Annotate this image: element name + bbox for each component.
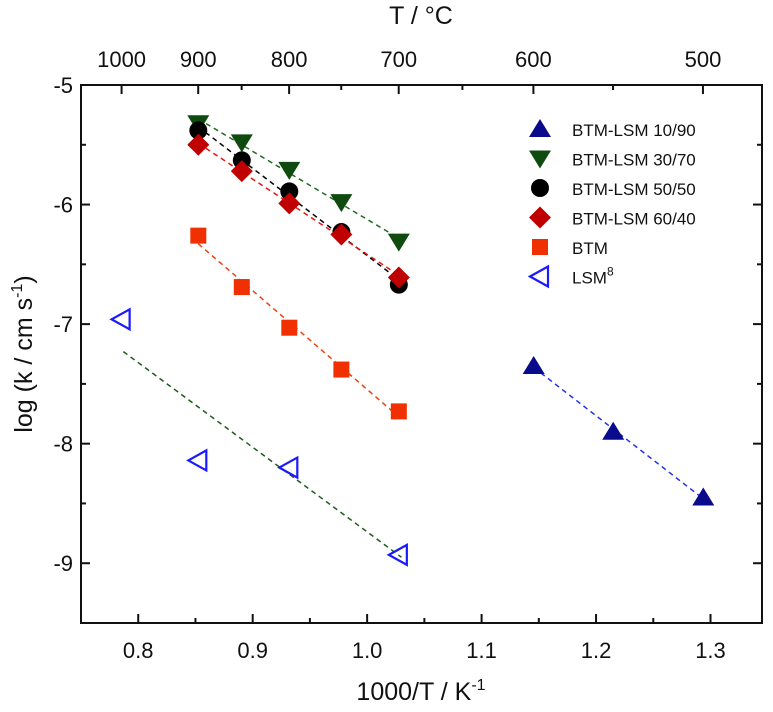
- data-point-square: [390, 403, 407, 420]
- data-point-triangle-down: [230, 134, 253, 153]
- x-tick-label: 1.2: [581, 638, 612, 663]
- fit-line: [197, 142, 400, 276]
- legend-label: BTM-LSM 50/50: [572, 180, 696, 199]
- legend-marker-diamond: [529, 206, 551, 229]
- data-point-triangle-left: [186, 448, 208, 473]
- top-tick-label: 1000: [97, 47, 146, 72]
- data-point-diamond: [230, 160, 253, 183]
- top-tick-label: 700: [380, 47, 417, 72]
- data-point-diamond: [387, 266, 410, 289]
- legend-label: BTM-LSM 30/70: [572, 151, 696, 170]
- y-axis-title: log (k / cm s-1): [9, 275, 38, 432]
- top-tick-label: 600: [515, 47, 552, 72]
- x-tick-label: 1.3: [695, 638, 726, 663]
- y-tick-label: -8: [53, 432, 73, 457]
- data-point-triangle-down: [387, 233, 410, 252]
- data-point-triangle-down: [330, 194, 353, 213]
- data-point-square: [233, 279, 250, 296]
- y-tick-label: -6: [53, 193, 73, 218]
- data-point-square: [190, 227, 207, 244]
- data-point-triangle-left: [386, 542, 408, 567]
- fit-line: [197, 118, 400, 239]
- y-tick-label: -9: [53, 551, 73, 576]
- legend-marker-triangle-up: [529, 119, 551, 137]
- fit-line: [197, 243, 400, 418]
- x-tick-label: 1.0: [352, 638, 383, 663]
- data-point-diamond: [278, 192, 301, 215]
- x-tick-label: 0.9: [237, 638, 268, 663]
- data-point-triangle-up: [692, 487, 715, 506]
- data-point-square: [281, 319, 298, 336]
- legend-label: BTM: [572, 239, 608, 258]
- legend-marker-triangle-left: [527, 264, 550, 289]
- legend-label: BTM-LSM 10/90: [572, 121, 696, 140]
- legend-label: LSM8: [572, 265, 614, 288]
- plot-frame: [80, 84, 763, 624]
- legend-label: BTM-LSM 60/40: [572, 210, 696, 229]
- y-tick-label: -5: [53, 73, 73, 98]
- data-point-triangle-down: [278, 161, 301, 180]
- top-tick-label: 800: [271, 47, 308, 72]
- data-point-circle: [189, 121, 208, 140]
- data-point-triangle-left: [109, 307, 131, 332]
- y-tick-label: -7: [53, 312, 73, 337]
- data-point-diamond: [187, 133, 210, 156]
- top-axis-title: T / °C: [389, 2, 453, 30]
- data-point-diamond: [330, 223, 353, 246]
- data-point-square: [333, 361, 350, 378]
- x-tick-label: 1.1: [466, 638, 497, 663]
- legend-marker-square: [532, 239, 548, 255]
- x-axis-title: 1000/T / K-1: [356, 677, 485, 706]
- x-tick-label: 0.8: [123, 638, 154, 663]
- data-point-triangle-up: [522, 355, 545, 374]
- data-point-triangle-left: [277, 455, 299, 480]
- data-point-circle: [280, 182, 299, 201]
- top-tick-label: 500: [685, 47, 722, 72]
- legend-marker-triangle-down: [529, 150, 551, 169]
- fit-line: [122, 351, 402, 558]
- legend-marker-circle: [531, 179, 549, 197]
- top-tick-label: 900: [180, 47, 217, 72]
- data-point-triangle-up: [602, 421, 625, 440]
